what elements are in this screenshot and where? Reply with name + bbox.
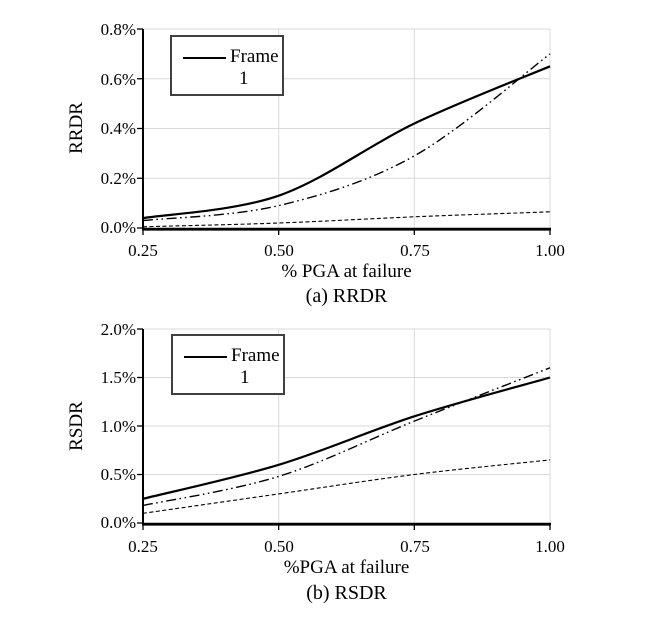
legend-label-line1: Frame xyxy=(230,46,279,67)
legend-solid-line-sample xyxy=(184,356,227,358)
y-tick-label: 1.5% xyxy=(100,368,136,387)
legend-entry-frame-1: Frame 1 xyxy=(172,37,282,90)
series-dash-dot-dot xyxy=(142,53,551,222)
x-tick-label: 0.25 xyxy=(128,241,158,260)
y-tick-label: 0.2% xyxy=(100,169,136,188)
x-tick-label: 0.75 xyxy=(400,537,430,556)
series-dashed xyxy=(142,459,551,514)
legend-label-line2: 1 xyxy=(239,68,249,89)
x-axis-title-rrdr: % PGA at failure xyxy=(281,261,412,282)
x-tick-label: 1.00 xyxy=(535,241,565,260)
legend-box-rsdr: Frame 1 xyxy=(171,334,285,395)
series-dash-dot-dot xyxy=(142,367,551,507)
y-tick-label: 0.6% xyxy=(100,70,136,89)
y-tick-label: 0.8% xyxy=(100,20,136,39)
legend-entry-frame-1: Frame 1 xyxy=(173,336,283,389)
y-tick-label: 0.4% xyxy=(100,119,136,138)
series-dashed xyxy=(142,211,551,228)
y-tick-label: 0.0% xyxy=(100,218,136,237)
legend-solid-line-sample xyxy=(183,57,226,59)
y-tick-label: 1.0% xyxy=(100,417,136,436)
y-tick-label: 0.0% xyxy=(100,513,136,532)
x-tick-label: 1.00 xyxy=(535,537,565,556)
x-tick-label: 0.50 xyxy=(264,241,294,260)
x-tick-label: 0.25 xyxy=(128,537,158,556)
y-tick-label: 0.5% xyxy=(100,465,136,484)
legend-label-line2: 1 xyxy=(240,367,250,388)
caption-a-rrdr: (a) RRDR xyxy=(305,285,388,307)
x-tick-label: 0.75 xyxy=(400,241,430,260)
x-axis-title-rsdr: %PGA at failure xyxy=(283,557,410,578)
series-solid xyxy=(142,376,551,500)
legend-label-line1: Frame xyxy=(231,345,280,366)
caption-b-rsdr: (b) RSDR xyxy=(306,582,387,604)
series-solid xyxy=(142,65,551,220)
y-tick-label: 2.0% xyxy=(100,320,136,339)
x-tick-label: 0.50 xyxy=(264,537,294,556)
legend-box-rrdr: Frame 1 xyxy=(170,35,284,96)
